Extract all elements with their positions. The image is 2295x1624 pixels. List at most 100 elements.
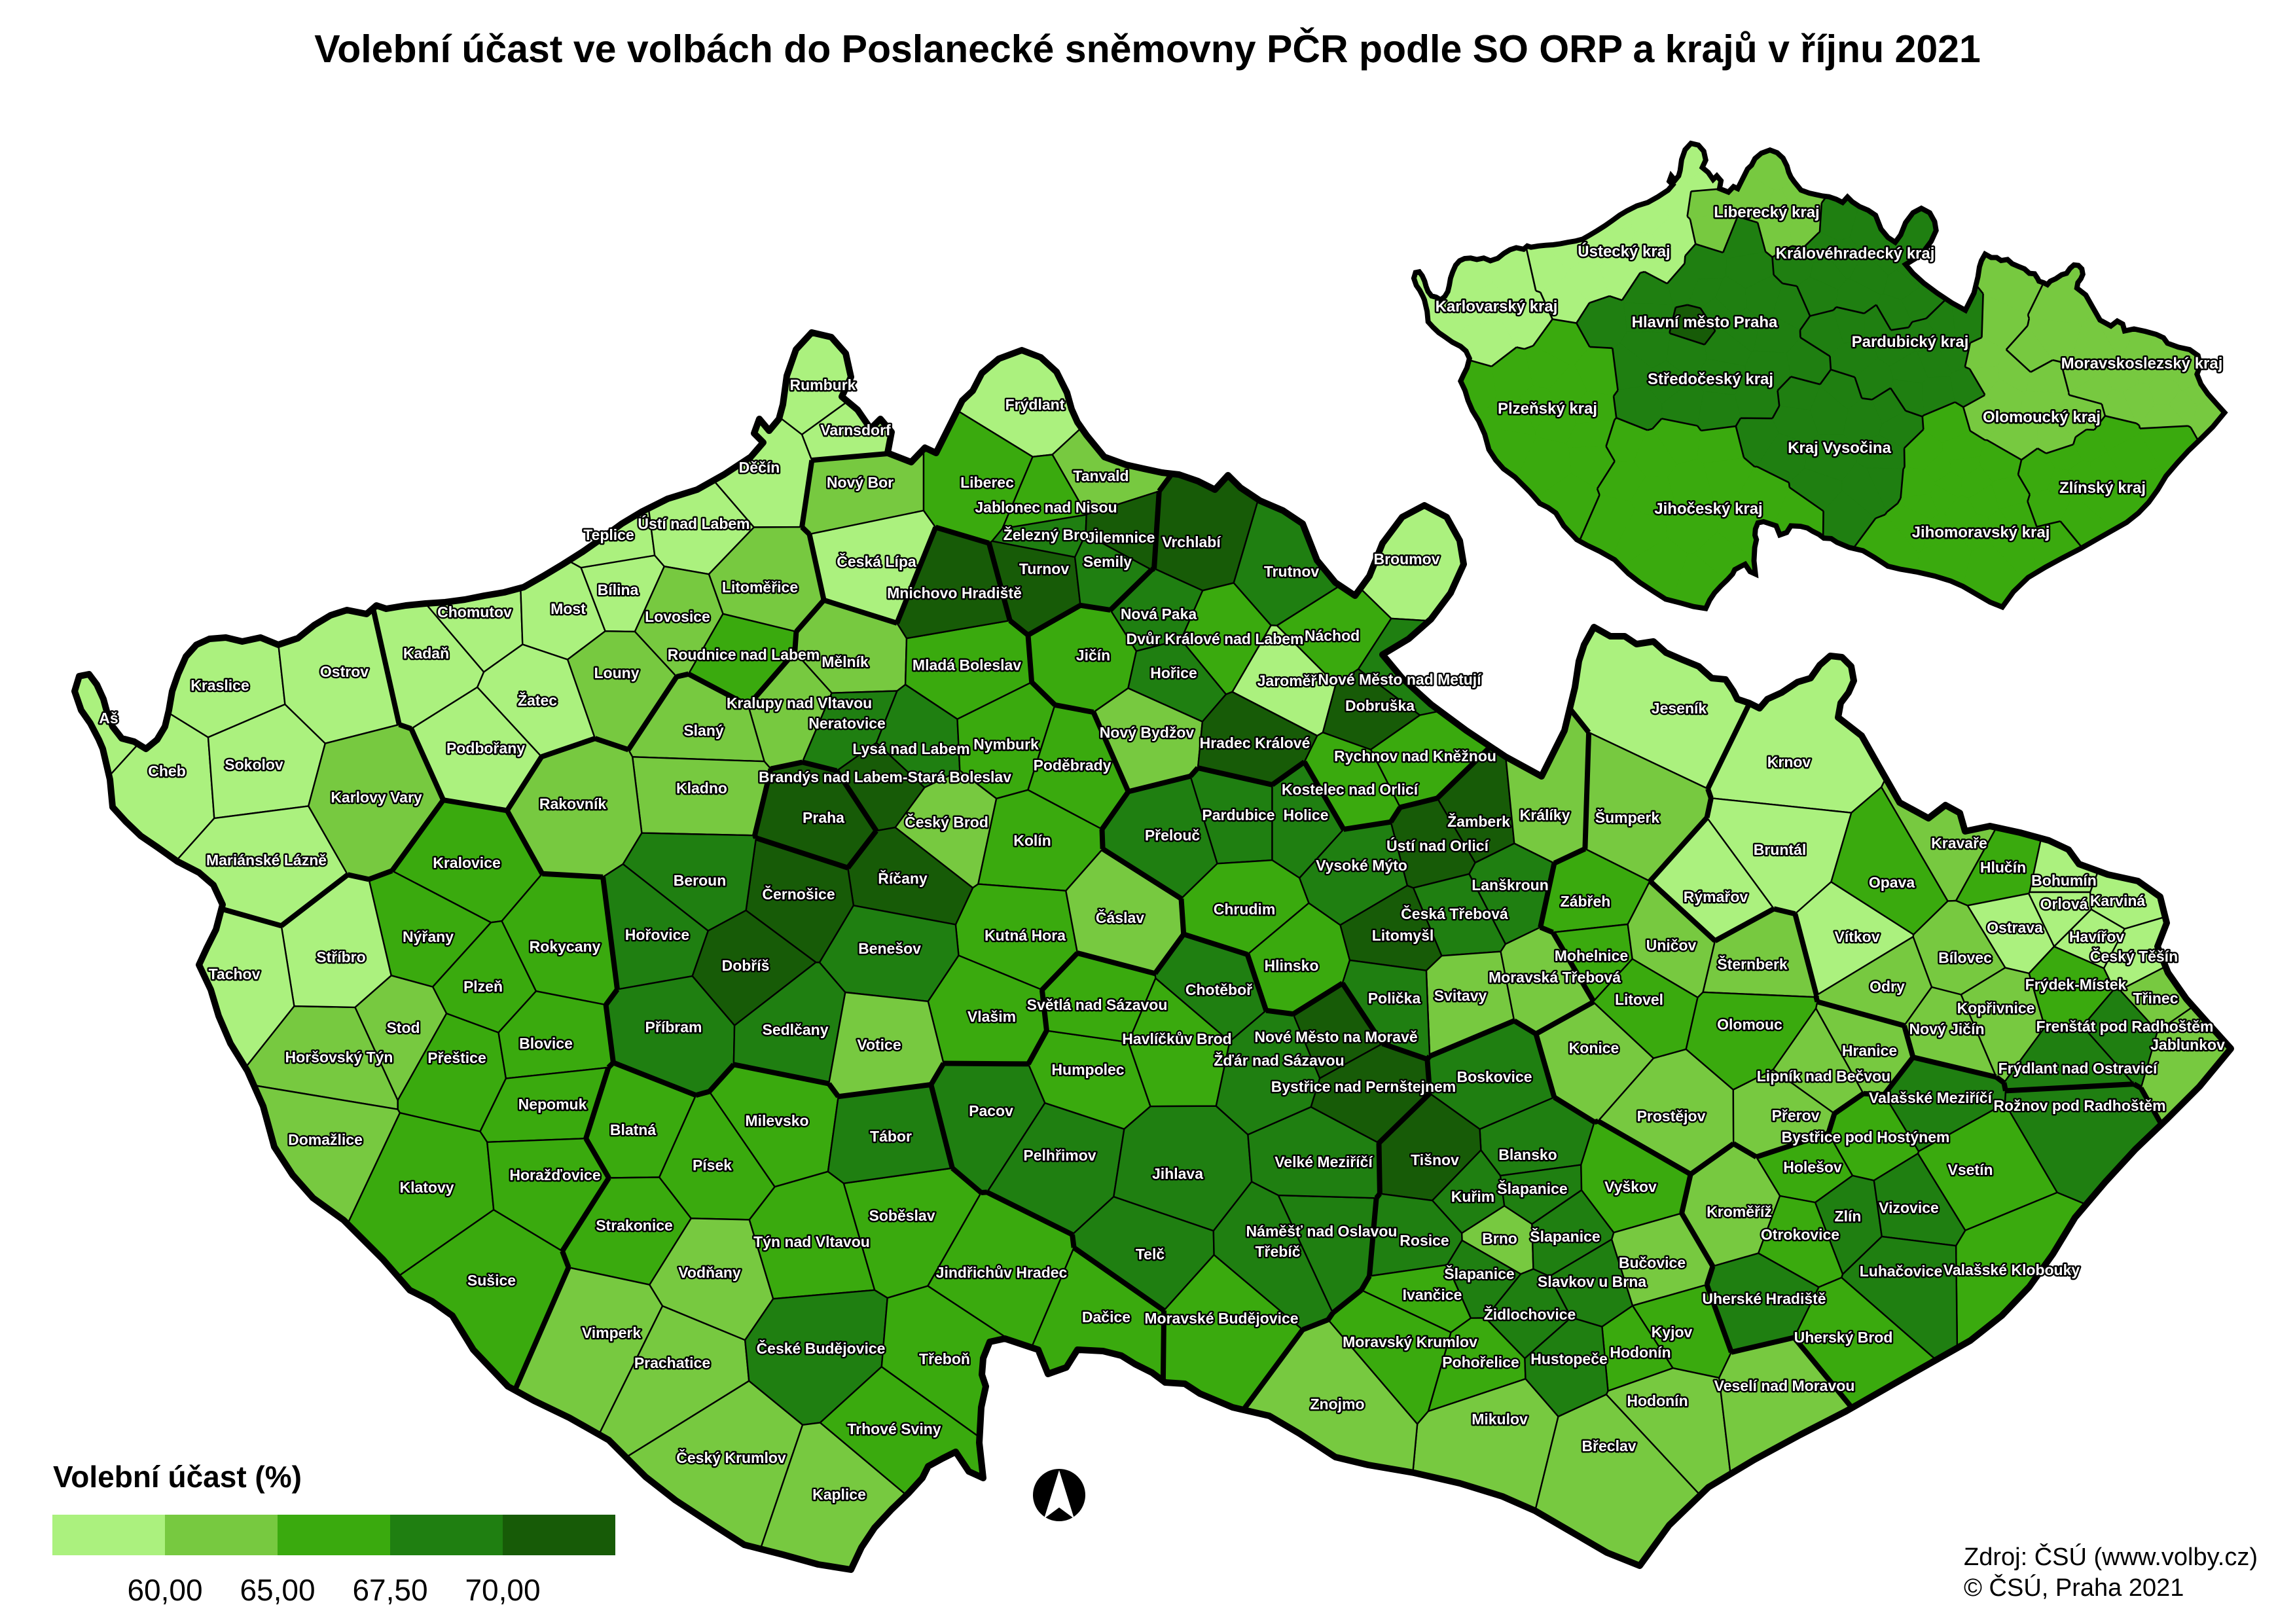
svg-text:Volební účast (%): Volební účast (%) (53, 1460, 302, 1494)
svg-text:Kolín: Kolín (1013, 832, 1051, 849)
svg-text:Ústecký kraj: Ústecký kraj (1578, 242, 1670, 261)
svg-text:Nepomuk: Nepomuk (518, 1096, 587, 1113)
svg-text:Jihočeský kraj: Jihočeský kraj (1654, 500, 1762, 518)
svg-text:Nymburk: Nymburk (973, 736, 1039, 753)
svg-text:Ivančice: Ivančice (1403, 1286, 1462, 1303)
svg-text:Litomyšl: Litomyšl (1372, 927, 1434, 944)
svg-text:Mohelnice: Mohelnice (1555, 947, 1628, 964)
svg-text:Velké Meziříčí: Velké Meziříčí (1274, 1153, 1373, 1170)
svg-text:Plzeň: Plzeň (463, 978, 503, 995)
svg-text:Královéhradecký kraj: Královéhradecký kraj (1776, 245, 1935, 262)
svg-text:Karlovarský kraj: Karlovarský kraj (1436, 298, 1558, 316)
svg-text:Jaroměř: Jaroměř (1257, 672, 1317, 689)
svg-text:Beroun: Beroun (674, 872, 727, 889)
svg-text:Kraslice: Kraslice (190, 677, 249, 694)
svg-text:Aš: Aš (99, 710, 118, 727)
svg-text:Přerov: Přerov (1772, 1107, 1820, 1124)
svg-text:Liberecký kraj: Liberecký kraj (1714, 204, 1819, 221)
svg-text:Jindřichův Hradec: Jindřichův Hradec (936, 1264, 1068, 1281)
svg-text:Kaplice: Kaplice (812, 1486, 866, 1503)
svg-text:Hustopeče: Hustopeče (1530, 1350, 1608, 1367)
svg-text:Uničov: Uničov (1646, 937, 1697, 954)
svg-text:Bílina: Bílina (598, 581, 639, 598)
svg-text:Tišnov: Tišnov (1411, 1151, 1459, 1168)
svg-text:Vyškov: Vyškov (1604, 1178, 1657, 1195)
svg-text:Most: Most (551, 600, 586, 617)
svg-text:Opava: Opava (1869, 874, 1915, 891)
svg-text:Hlavní město Praha: Hlavní město Praha (1632, 314, 1778, 331)
svg-text:Kralupy nad Vltavou: Kralupy nad Vltavou (727, 695, 872, 712)
svg-text:Varnsdorf: Varnsdorf (820, 422, 891, 439)
svg-text:Volební účast ve volbách do Po: Volební účast ve volbách do Poslanecké s… (314, 27, 1981, 71)
svg-text:Hořice: Hořice (1150, 664, 1197, 681)
svg-text:Vítkov: Vítkov (1834, 928, 1879, 945)
svg-text:Semily: Semily (1083, 553, 1132, 570)
svg-text:Strakonice: Strakonice (596, 1217, 673, 1234)
svg-text:Chomutov: Chomutov (437, 604, 512, 621)
svg-text:Prachatice: Prachatice (634, 1354, 710, 1371)
svg-text:Moravské Budějovice: Moravské Budějovice (1144, 1310, 1298, 1327)
svg-text:Horažďovice: Horažďovice (509, 1166, 600, 1183)
svg-text:Odry: Odry (1870, 978, 1905, 995)
svg-text:Vodňany: Vodňany (678, 1264, 741, 1281)
svg-text:Moravský Krumlov: Moravský Krumlov (1343, 1333, 1477, 1350)
svg-text:Český Brod: Český Brod (905, 813, 988, 831)
svg-text:Mikulov: Mikulov (1472, 1411, 1528, 1428)
svg-text:České Budějovice: České Budějovice (757, 1339, 886, 1357)
svg-text:Chotěboř: Chotěboř (1185, 981, 1252, 998)
svg-text:Ústí nad Labem: Ústí nad Labem (638, 514, 750, 532)
svg-text:Moravská Třebová: Moravská Třebová (1489, 969, 1621, 986)
svg-text:Domažlice: Domažlice (288, 1131, 363, 1148)
svg-text:Vysoké Mýto: Vysoké Mýto (1316, 857, 1407, 874)
svg-text:Ostrov: Ostrov (320, 663, 369, 680)
svg-text:Znojmo: Znojmo (1310, 1396, 1364, 1413)
svg-text:Turnov: Turnov (1019, 560, 1069, 577)
svg-text:Blansko: Blansko (1498, 1146, 1557, 1163)
svg-text:Mnichovo Hradiště: Mnichovo Hradiště (887, 585, 1022, 602)
svg-text:Šlapanice: Šlapanice (1530, 1227, 1600, 1245)
svg-text:Říčany: Říčany (878, 869, 928, 887)
svg-text:Frenštát pod Radhoštěm: Frenštát pod Radhoštěm (2036, 1018, 2214, 1035)
svg-text:Šlapanice: Šlapanice (1497, 1180, 1567, 1197)
svg-text:Jablonec nad Nisou: Jablonec nad Nisou (975, 499, 1117, 516)
svg-text:Vimperk: Vimperk (582, 1324, 642, 1341)
svg-text:Náměšť nad Oslavou: Náměšť nad Oslavou (1246, 1223, 1398, 1240)
svg-text:Jeseník: Jeseník (1652, 700, 1707, 717)
svg-text:Blatná: Blatná (610, 1121, 657, 1138)
svg-text:Podbořany: Podbořany (446, 740, 525, 757)
svg-text:Vizovice: Vizovice (1879, 1199, 1939, 1216)
svg-text:Holice: Holice (1283, 806, 1328, 823)
svg-text:Pohořelice: Pohořelice (1442, 1354, 1519, 1371)
svg-text:Soběslav: Soběslav (869, 1207, 935, 1224)
svg-text:Dobruška: Dobruška (1345, 697, 1415, 714)
svg-text:Uherský Brod: Uherský Brod (1794, 1329, 1893, 1346)
svg-text:Zlín: Zlín (1835, 1208, 1862, 1225)
svg-text:Hlučín: Hlučín (1980, 859, 2026, 876)
svg-text:Zábřeh: Zábřeh (1561, 893, 1611, 910)
svg-text:Nýřany: Nýřany (403, 928, 454, 945)
svg-text:Kravaře: Kravaře (1931, 835, 1987, 852)
svg-text:Praha: Praha (803, 809, 844, 826)
svg-text:Rožnov pod Radhoštěm: Rožnov pod Radhoštěm (1993, 1097, 2165, 1114)
svg-text:Olomoucký kraj: Olomoucký kraj (1983, 408, 2101, 426)
svg-text:Šumperk: Šumperk (1595, 808, 1660, 826)
svg-text:Pacov: Pacov (969, 1102, 1013, 1119)
svg-text:Valašské Meziříčí: Valašské Meziříčí (1869, 1089, 1993, 1106)
svg-text:Poděbrady: Poděbrady (1034, 757, 1111, 774)
svg-text:Frýdek-Místek: Frýdek-Místek (2025, 976, 2127, 993)
svg-text:Horšovský Týn: Horšovský Týn (285, 1049, 393, 1066)
svg-text:Dačice: Dačice (1082, 1308, 1130, 1326)
svg-text:Rosice: Rosice (1400, 1232, 1449, 1249)
svg-text:Sušice: Sušice (467, 1272, 516, 1289)
svg-text:Žamberk: Žamberk (1447, 812, 1510, 830)
svg-text:Vsetín: Vsetín (1947, 1161, 1993, 1178)
svg-text:Kostelec nad Orlicí: Kostelec nad Orlicí (1282, 781, 1419, 798)
svg-text:Bruntál: Bruntál (1754, 841, 1807, 858)
svg-text:Nová Paka: Nová Paka (1121, 605, 1197, 623)
svg-text:Zdroj: ČSÚ (www.volby.cz): Zdroj: ČSÚ (www.volby.cz) (1964, 1542, 2258, 1571)
svg-text:Kralovice: Kralovice (433, 854, 501, 871)
svg-text:Kutná Hora: Kutná Hora (985, 927, 1066, 944)
svg-text:Kopřivnice: Kopřivnice (1957, 1000, 2035, 1017)
svg-text:Milevsko: Milevsko (745, 1112, 808, 1129)
svg-text:Neratovice: Neratovice (808, 715, 886, 732)
